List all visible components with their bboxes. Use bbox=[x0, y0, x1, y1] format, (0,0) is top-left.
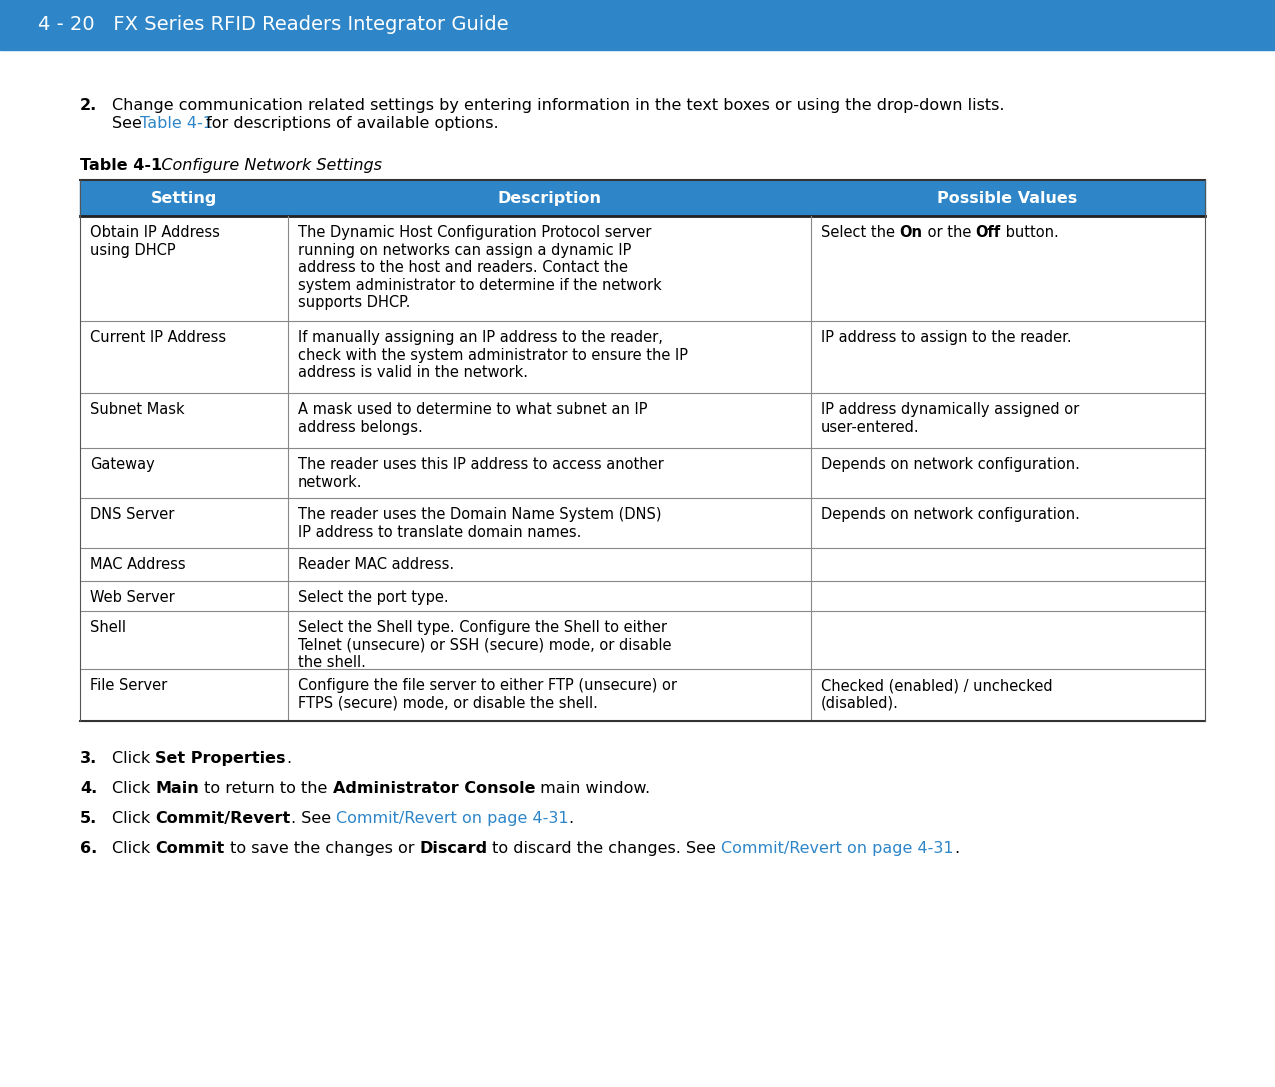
Text: Select the port type.: Select the port type. bbox=[298, 590, 449, 605]
Bar bbox=[0, 0, 1275, 50]
Text: Main: Main bbox=[156, 782, 199, 797]
Text: If manually assigning an IP address to the reader,
check with the system adminis: If manually assigning an IP address to t… bbox=[298, 330, 689, 380]
Text: Table 4-1: Table 4-1 bbox=[140, 116, 213, 132]
Text: 4 - 20   FX Series RFID Readers Integrator Guide: 4 - 20 FX Series RFID Readers Integrator… bbox=[38, 15, 509, 35]
Text: Click: Click bbox=[112, 751, 156, 766]
Text: Select the: Select the bbox=[821, 225, 900, 240]
Bar bbox=[80, 216, 1205, 322]
Text: Set Properties: Set Properties bbox=[156, 751, 286, 766]
Text: Configure Network Settings: Configure Network Settings bbox=[147, 159, 382, 174]
Bar bbox=[80, 449, 1205, 499]
Text: main window.: main window. bbox=[536, 782, 650, 797]
Text: .: . bbox=[569, 811, 574, 826]
Text: Description: Description bbox=[497, 191, 602, 205]
Bar bbox=[80, 322, 1205, 393]
Text: A mask used to determine to what subnet an IP
address belongs.: A mask used to determine to what subnet … bbox=[298, 402, 648, 435]
Text: Gateway: Gateway bbox=[91, 458, 154, 473]
Bar bbox=[80, 393, 1205, 449]
Text: 6.: 6. bbox=[80, 841, 97, 857]
Text: The reader uses the Domain Name System (DNS)
IP address to translate domain name: The reader uses the Domain Name System (… bbox=[298, 508, 662, 540]
Text: IP address to assign to the reader.: IP address to assign to the reader. bbox=[821, 330, 1071, 346]
Bar bbox=[80, 499, 1205, 549]
Text: Table 4-1: Table 4-1 bbox=[80, 159, 162, 174]
Text: Depends on network configuration.: Depends on network configuration. bbox=[821, 458, 1080, 473]
Text: .: . bbox=[286, 751, 291, 766]
Text: See: See bbox=[112, 116, 147, 132]
Bar bbox=[80, 582, 1205, 611]
Text: Subnet Mask: Subnet Mask bbox=[91, 402, 185, 417]
Text: Commit/Revert on page 4-31: Commit/Revert on page 4-31 bbox=[335, 811, 569, 826]
Text: Checked (enabled) / unchecked
(disabled).: Checked (enabled) / unchecked (disabled)… bbox=[821, 678, 1053, 711]
Bar bbox=[80, 180, 1205, 216]
Text: Click: Click bbox=[112, 811, 156, 826]
Text: to discard the changes. See: to discard the changes. See bbox=[487, 841, 722, 857]
Text: 3.: 3. bbox=[80, 751, 97, 766]
Text: Administrator Console: Administrator Console bbox=[333, 782, 536, 797]
Text: The reader uses this IP address to access another
network.: The reader uses this IP address to acces… bbox=[298, 458, 664, 490]
Text: Web Server: Web Server bbox=[91, 590, 175, 605]
Bar bbox=[80, 611, 1205, 670]
Text: or the: or the bbox=[923, 225, 975, 240]
Text: MAC Address: MAC Address bbox=[91, 558, 186, 573]
Text: to return to the: to return to the bbox=[199, 782, 333, 797]
Text: .: . bbox=[954, 841, 959, 857]
Text: . See: . See bbox=[291, 811, 335, 826]
Text: 4.: 4. bbox=[80, 782, 97, 797]
Text: Shell: Shell bbox=[91, 621, 126, 636]
Text: Commit: Commit bbox=[156, 841, 224, 857]
Text: Depends on network configuration.: Depends on network configuration. bbox=[821, 508, 1080, 523]
Text: for descriptions of available options.: for descriptions of available options. bbox=[201, 116, 499, 132]
Text: Click: Click bbox=[112, 782, 156, 797]
Text: DNS Server: DNS Server bbox=[91, 508, 175, 523]
Text: Possible Values: Possible Values bbox=[937, 191, 1077, 205]
Text: Reader MAC address.: Reader MAC address. bbox=[298, 558, 454, 573]
Text: 5.: 5. bbox=[80, 811, 97, 826]
Text: Off: Off bbox=[975, 225, 1001, 240]
Text: Commit/Revert on page 4-31: Commit/Revert on page 4-31 bbox=[722, 841, 954, 857]
Bar bbox=[80, 549, 1205, 582]
Text: Current IP Address: Current IP Address bbox=[91, 330, 226, 346]
Text: Click: Click bbox=[112, 841, 156, 857]
Text: The Dynamic Host Configuration Protocol server
running on networks can assign a : The Dynamic Host Configuration Protocol … bbox=[298, 225, 662, 310]
Text: Setting: Setting bbox=[150, 191, 217, 205]
Text: button.: button. bbox=[1001, 225, 1058, 240]
Text: On: On bbox=[900, 225, 923, 240]
Bar bbox=[80, 670, 1205, 722]
Text: File Server: File Server bbox=[91, 678, 167, 694]
Text: Configure the file server to either FTP (unsecure) or
FTPS (secure) mode, or dis: Configure the file server to either FTP … bbox=[298, 678, 677, 711]
Text: Commit/Revert: Commit/Revert bbox=[156, 811, 291, 826]
Text: Discard: Discard bbox=[419, 841, 487, 857]
Text: Select the Shell type. Configure the Shell to either
Telnet (unsecure) or SSH (s: Select the Shell type. Configure the She… bbox=[298, 621, 672, 671]
Text: Obtain IP Address
using DHCP: Obtain IP Address using DHCP bbox=[91, 225, 219, 258]
Text: IP address dynamically assigned or
user-entered.: IP address dynamically assigned or user-… bbox=[821, 402, 1079, 435]
Text: Change communication related settings by entering information in the text boxes : Change communication related settings by… bbox=[112, 98, 1005, 113]
Text: to save the changes or: to save the changes or bbox=[224, 841, 419, 857]
Text: 2.: 2. bbox=[80, 98, 97, 113]
